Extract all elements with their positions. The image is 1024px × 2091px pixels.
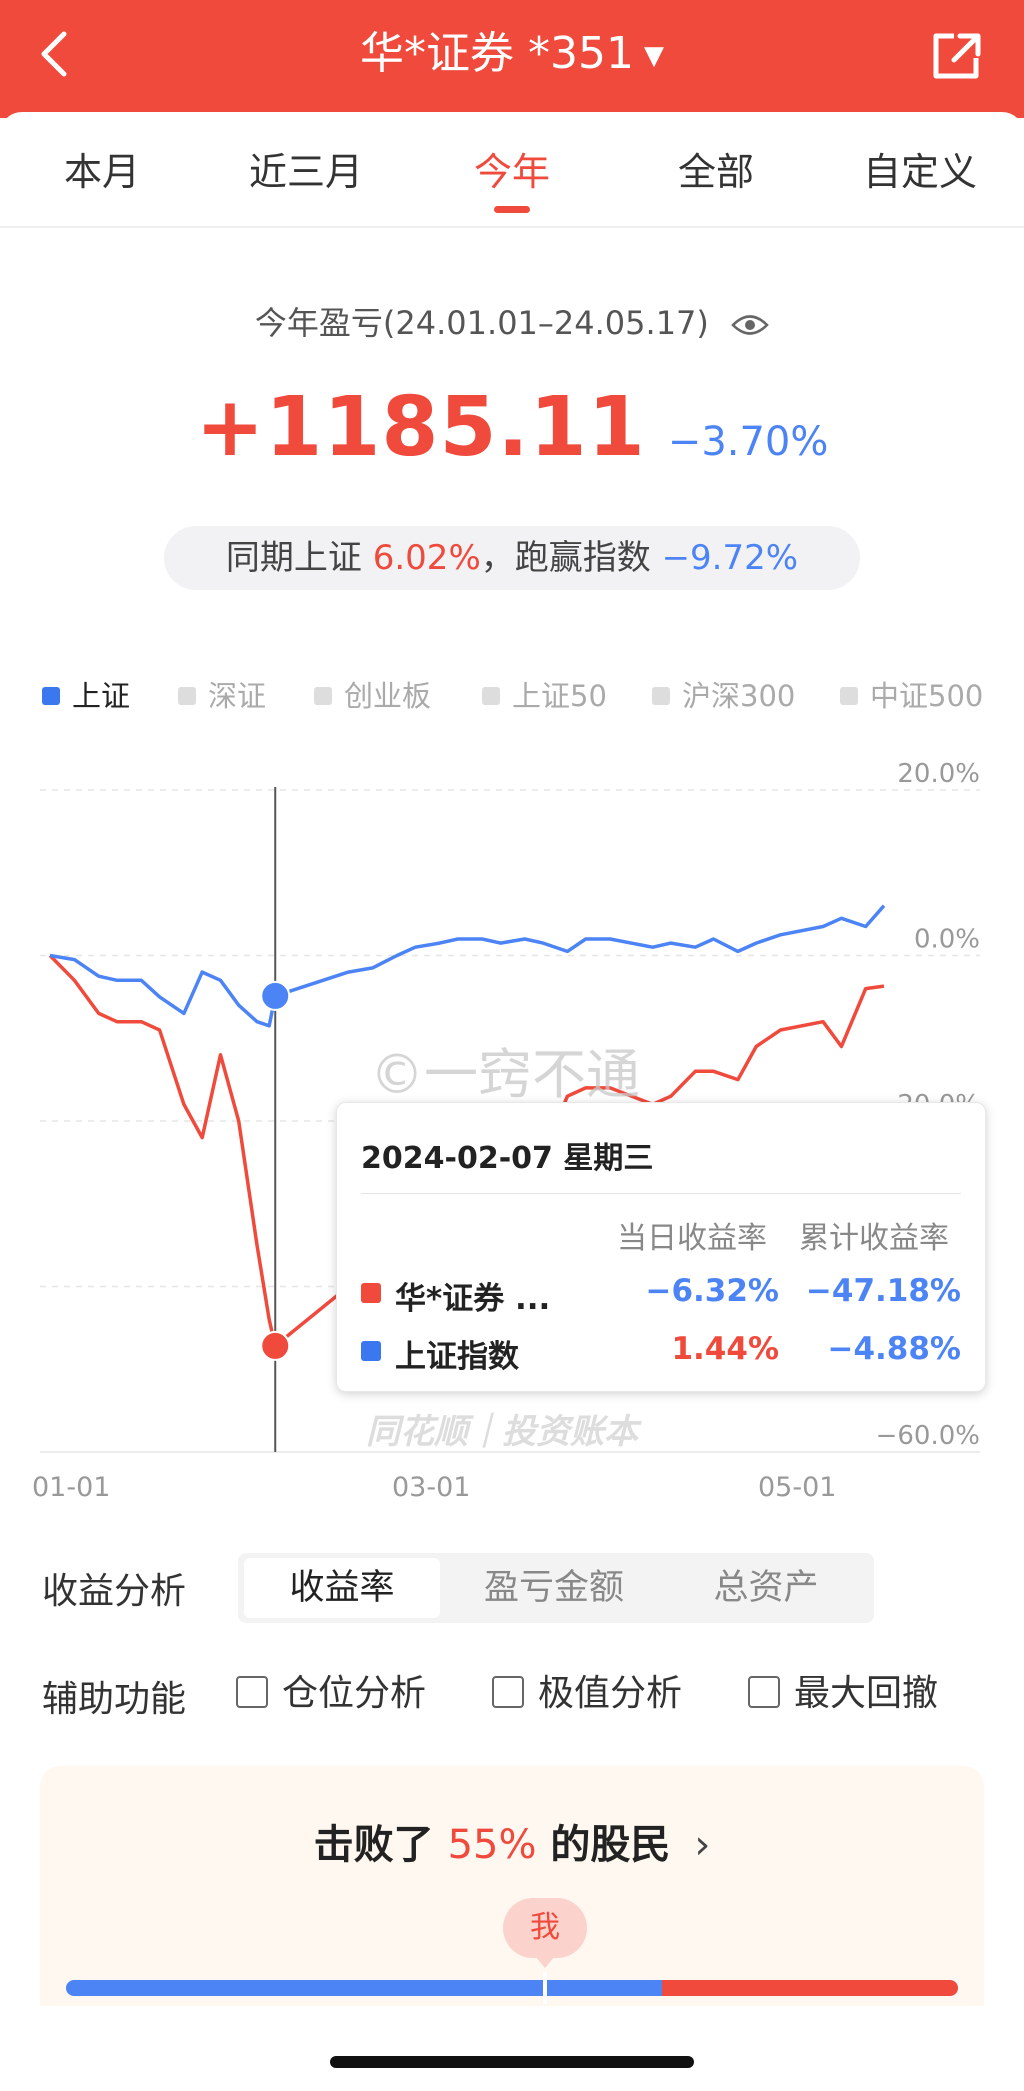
legend-sse[interactable]: 上证 — [42, 676, 130, 716]
beat-card — [40, 1766, 984, 2006]
legend-label: 中证500 — [870, 679, 984, 713]
me-marker: 我 — [503, 1898, 587, 1958]
legend-label: 沪深300 — [682, 679, 796, 713]
legend-csi300[interactable]: 沪深300 — [652, 676, 795, 716]
metric-segmented-control: 收益率 盈亏金额 总资产 — [238, 1553, 874, 1623]
legend-label: 深证 — [208, 679, 267, 713]
segment-total-assets[interactable]: 总资产 — [713, 1568, 819, 1608]
compare-prefix: 同期上证 — [225, 538, 373, 578]
extreme-analysis-checkbox[interactable]: 极值分析 — [492, 1666, 682, 1722]
tab-this-month[interactable]: 本月 — [63, 150, 140, 194]
pl-summary: +1185.11 −3.70% — [0, 380, 1024, 475]
checkbox-icon — [748, 1676, 780, 1708]
share-icon[interactable] — [930, 30, 984, 82]
x-tick-label: 01-01 — [32, 1472, 111, 1503]
index-return: 6.02% — [372, 538, 481, 578]
pl-amount: +1185.11 — [195, 380, 646, 475]
y-tick-label: 0.0% — [914, 925, 980, 955]
y-tick-label: 20.0% — [897, 760, 980, 789]
caret-down-icon: ▼ — [643, 41, 664, 71]
legend-swatch — [652, 687, 670, 705]
beat-prefix: 击败了 — [313, 1822, 448, 1868]
chevron-left-icon[interactable] — [34, 26, 74, 82]
beat-suffix: 的股民 — [536, 1822, 671, 1868]
segment-pl-amount[interactable]: 盈亏金额 — [483, 1568, 624, 1608]
home-indicator — [330, 2056, 694, 2068]
tooltip-series-name: 上证指数 — [395, 1339, 519, 1375]
tooltip-daily-value: 1.44% — [671, 1331, 779, 1367]
divider — [361, 1193, 961, 1194]
tab-all[interactable]: 全部 — [677, 150, 754, 194]
watermark: ©一窍不通 — [370, 1043, 640, 1106]
aux-label: 辅助功能 — [42, 1679, 187, 1720]
segment-return-rate[interactable]: 收益率 — [244, 1558, 440, 1618]
legend-swatch — [314, 687, 332, 705]
tooltip-daily-value: −6.32% — [645, 1273, 779, 1309]
legend-label: 上证 — [72, 679, 131, 713]
pl-period-label: 今年盈亏(24.01.01–24.05.17) — [0, 298, 1024, 344]
series-swatch — [361, 1283, 381, 1303]
checkbox-icon — [236, 1676, 268, 1708]
checkbox-label: 极值分析 — [538, 1673, 683, 1714]
beat-summary-link[interactable]: 击败了 55% 的股民 › — [0, 1812, 1024, 1870]
legend-chinext[interactable]: 创业板 — [314, 676, 431, 716]
beat-percent: 55% — [447, 1822, 537, 1868]
me-pointer-icon — [535, 1956, 555, 1968]
legend-sse50[interactable]: 上证50 — [482, 676, 607, 716]
checkbox-label: 仓位分析 — [282, 1673, 427, 1714]
sse-index-line — [49, 904, 886, 1028]
chart-tooltip: 2024-02-07 星期三 当日收益率 累计收益率 华*证券 ... −6.3… — [336, 1102, 986, 1392]
sse-highlight-point — [260, 980, 291, 1011]
app-header: 华*证券 *351 ▼ — [0, 0, 1024, 118]
brand-watermark: 同花顺｜投资账本 — [366, 1412, 638, 1452]
tab-custom[interactable]: 自定义 — [862, 150, 977, 194]
y-tick-label: −60.0% — [876, 1421, 980, 1451]
eye-icon[interactable] — [731, 312, 769, 338]
x-tick-label: 03-01 — [392, 1472, 471, 1503]
legend-csi500[interactable]: 中证500 — [840, 676, 983, 716]
account-selector[interactable]: 华*证券 *351 ▼ — [0, 26, 1024, 84]
legend-swatch — [42, 687, 60, 705]
checkbox-icon — [492, 1676, 524, 1708]
chevron-right-icon: › — [694, 1822, 711, 1868]
legend-label: 创业板 — [344, 679, 432, 713]
tab-three-months[interactable]: 近三月 — [248, 150, 363, 194]
tooltip-row: 华*证券 ... −6.32% −47.18% — [361, 1269, 961, 1319]
content-panel — [0, 112, 1024, 2091]
tooltip-cumulative-value: −47.18% — [805, 1273, 961, 1309]
tooltip-series-name: 华*证券 ... — [395, 1281, 551, 1317]
checkbox-label: 最大回撤 — [794, 1673, 939, 1714]
beat-bar-blue — [66, 1980, 662, 1996]
tooltip-col-cumulative: 累计收益率 — [799, 1221, 949, 1256]
tooltip-col-daily: 当日收益率 — [617, 1221, 767, 1256]
beat-bar-red — [662, 1980, 958, 1996]
pl-percent: −3.70% — [667, 419, 829, 465]
period-tabs: 本月 近三月 今年 全部 自定义 — [0, 118, 1024, 228]
max-drawdown-checkbox[interactable]: 最大回撤 — [748, 1666, 938, 1722]
legend-label: 上证50 — [512, 679, 607, 713]
compare-mid: ，跑赢指数 — [480, 538, 662, 578]
stock-highlight-point — [260, 1330, 291, 1361]
pl-period-text: 今年盈亏(24.01.01–24.05.17) — [254, 304, 709, 342]
legend-swatch — [840, 687, 858, 705]
me-position-tick — [543, 1972, 547, 2004]
position-analysis-checkbox[interactable]: 仓位分析 — [236, 1666, 426, 1722]
index-compare-pill: 同期上证 6.02%，跑赢指数 −9.72% — [164, 526, 860, 590]
legend-swatch — [482, 687, 500, 705]
legend-szse[interactable]: 深证 — [178, 676, 266, 716]
excess-return: −9.72% — [661, 538, 799, 578]
account-title: 华*证券 *351 — [360, 28, 634, 79]
legend-swatch — [178, 687, 196, 705]
series-swatch — [361, 1341, 381, 1361]
tab-this-year[interactable]: 今年 — [473, 150, 550, 194]
tooltip-cumulative-value: −4.88% — [827, 1331, 961, 1367]
x-tick-label: 05-01 — [758, 1472, 837, 1503]
active-tab-indicator — [494, 206, 530, 213]
analysis-label: 收益分析 — [42, 1571, 187, 1612]
tooltip-date: 2024-02-07 星期三 — [361, 1141, 654, 1176]
tooltip-row: 上证指数 1.44% −4.88% — [361, 1327, 961, 1377]
